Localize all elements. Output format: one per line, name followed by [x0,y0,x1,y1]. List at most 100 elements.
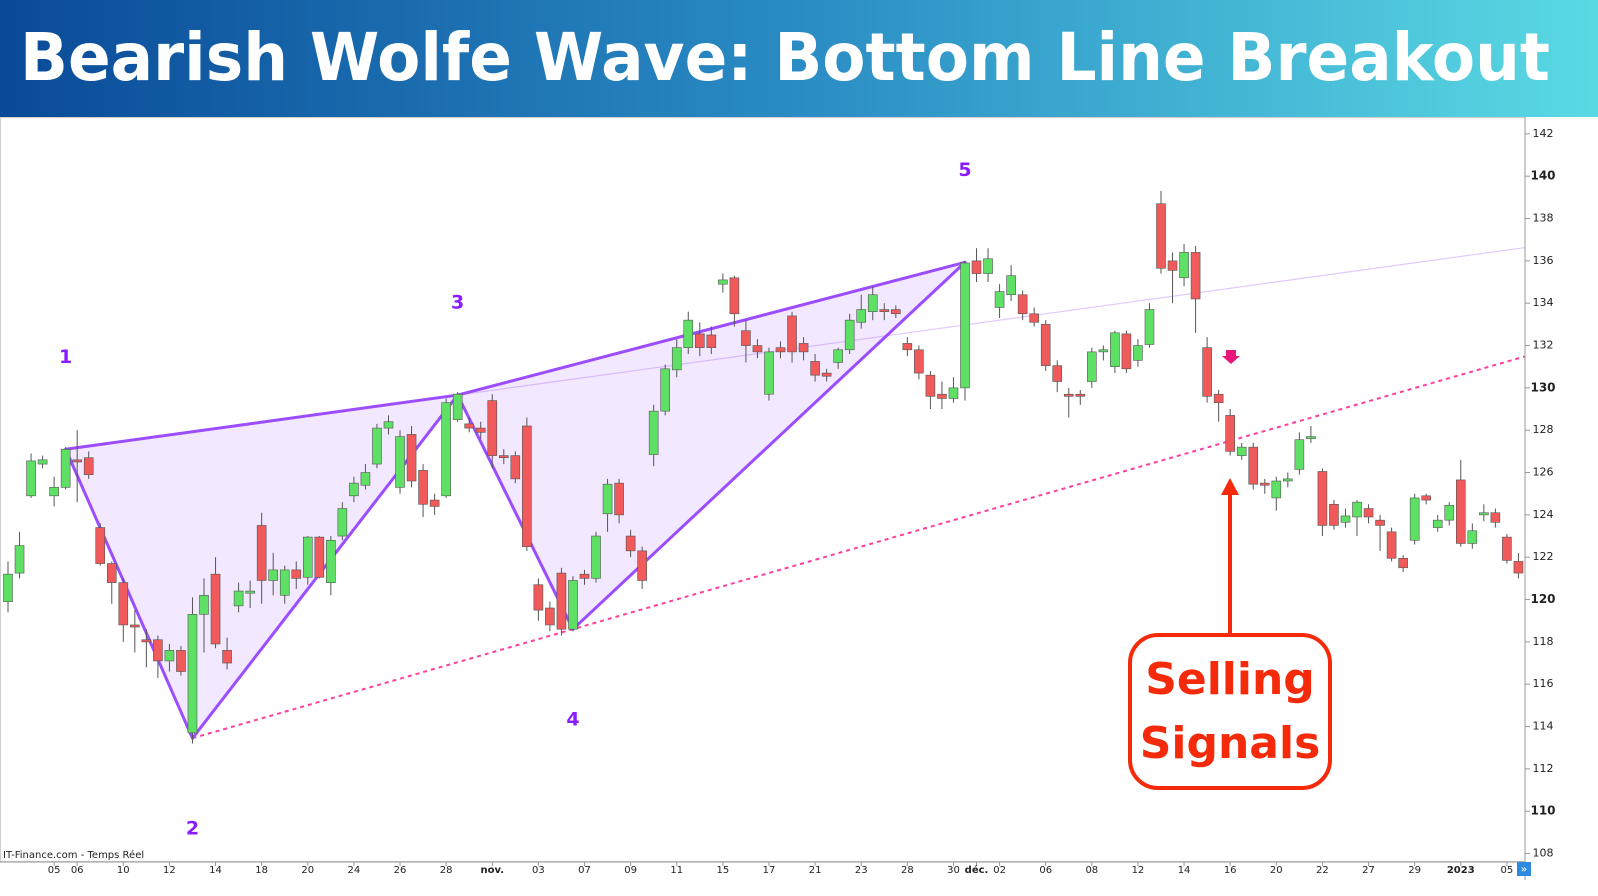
candle-body [337,508,348,537]
x-tick-label: 15 [716,865,729,876]
x-tick-label: 29 [1408,865,1421,876]
candle-body [591,535,601,579]
y-tick-label: 138 [1533,212,1554,225]
candle-body [775,347,786,353]
candle-body [1306,436,1316,439]
candle-body [1259,482,1270,486]
candle-body [60,448,71,488]
candle-body [1490,512,1501,523]
x-tick-label: 10 [117,865,130,876]
wave-label: 3 [451,292,464,314]
candle-body [891,309,901,315]
candle-body [1098,349,1109,353]
y-tick-label: 132 [1533,339,1554,352]
x-tick-label: 26 [394,865,407,876]
candle-body [1029,313,1039,323]
candle-body [1006,275,1016,296]
candle-body [1317,471,1328,526]
title-banner [0,0,1598,117]
candle-body [671,347,682,371]
candle-body [372,427,382,465]
candle-body [302,536,313,578]
annotation-box [1128,633,1332,790]
wave-line [64,393,460,451]
candle-body [1513,561,1524,574]
x-tick-label: 20 [1270,865,1283,876]
x-tick-label: 28 [901,865,914,876]
candle-body [1363,508,1374,518]
x-tick-label: 28 [440,865,453,876]
y-tick-label: 124 [1533,508,1554,521]
y-tick-label: 118 [1533,635,1554,648]
candle-body [95,527,106,564]
candle-body [429,499,440,507]
candle-body [1340,515,1351,523]
candle-body [1432,519,1443,528]
scroll-icon: » [1521,863,1528,876]
candle-body [694,333,705,348]
wave-line [64,447,194,740]
candle-body [798,343,809,353]
candle-body [1398,557,1408,569]
candle-body [752,345,763,353]
candle-body [1271,480,1282,499]
wave-label: 4 [566,709,579,731]
candle-body [222,650,232,664]
candle-body [268,569,278,581]
candle-body [395,436,405,488]
y-tick-label: 140 [1530,169,1555,183]
candle-body [764,351,774,395]
candle-body [1329,503,1339,526]
x-tick-label: 27 [1362,865,1375,876]
annotation-arrowhead [1221,478,1239,495]
candle-body [1040,324,1051,366]
candle-body [1386,531,1397,559]
candle-body [1110,332,1120,368]
candle-body [83,457,94,475]
candle-body [1190,252,1201,300]
candle-body [291,569,302,579]
candle-body [741,330,751,346]
bottom-line [192,355,1526,740]
x-tick-label: 02 [993,865,1006,876]
x-tick-label: 03 [532,865,545,876]
wave-line [456,393,575,631]
candle-body [1167,260,1178,271]
x-tick-label: 11 [670,865,683,876]
y-tick-label: 112 [1533,762,1554,775]
candle-body [902,343,913,351]
x-tick-label: 12 [1132,865,1145,876]
x-tick-label: 05 [48,865,61,876]
candle-body [1283,478,1293,482]
candle-body [164,650,175,662]
candle-body [314,536,325,578]
x-tick-label: 17 [763,865,776,876]
x-tick-label: nov. [481,865,505,876]
candle-body [867,294,878,312]
candle-body [568,580,578,630]
candle-body [406,434,417,482]
y-tick-label: 122 [1533,550,1554,563]
candle-body [3,573,13,602]
candle-body [245,590,255,594]
candle-body [37,459,48,465]
candle-body [1294,439,1305,470]
candle-body [1087,351,1097,382]
candle-body [1455,479,1466,544]
scroll-button[interactable] [1517,862,1531,876]
candle-body [1179,252,1189,279]
candle-body [844,319,855,351]
wave-label: 2 [186,818,199,840]
candle-body [130,624,140,628]
x-tick-label: 07 [578,865,591,876]
candle-body [914,349,924,374]
x-tick-label: 14 [209,865,222,876]
candle-body [660,368,671,412]
candle-body [706,334,717,348]
candle-body [718,279,728,285]
y-tick-label: 126 [1533,466,1554,479]
candle-body [475,427,486,433]
x-tick-label: 18 [255,865,268,876]
candle-body [879,309,890,312]
